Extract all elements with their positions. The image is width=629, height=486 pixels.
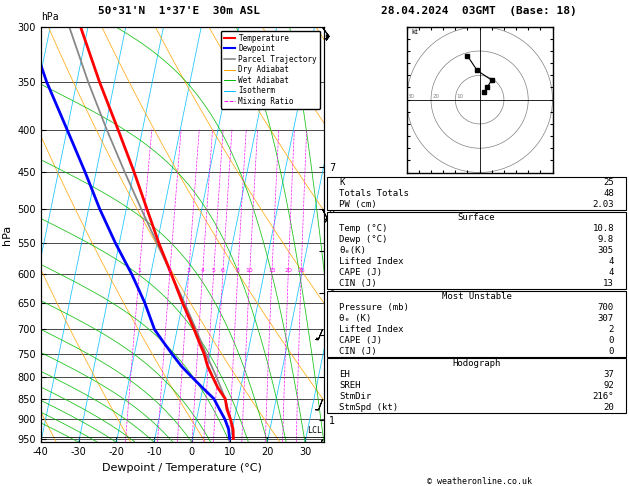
Text: StmDir: StmDir [339, 392, 371, 401]
Text: LCL: LCL [307, 426, 322, 435]
Text: 2.03: 2.03 [593, 200, 614, 209]
Text: StmSpd (kt): StmSpd (kt) [339, 403, 398, 413]
Text: 37: 37 [603, 370, 614, 380]
Text: K: K [339, 178, 345, 188]
Text: 2: 2 [608, 325, 614, 334]
Text: 25: 25 [603, 178, 614, 188]
Text: CAPE (J): CAPE (J) [339, 336, 382, 345]
Text: kt: kt [411, 29, 418, 35]
Y-axis label: km
ASL: km ASL [351, 224, 369, 245]
Text: 216°: 216° [593, 392, 614, 401]
Text: 1: 1 [137, 268, 141, 274]
Text: 28.04.2024  03GMT  (Base: 18): 28.04.2024 03GMT (Base: 18) [381, 5, 577, 16]
Text: SREH: SREH [339, 382, 360, 390]
Text: 4: 4 [608, 257, 614, 266]
Text: 9.8: 9.8 [598, 235, 614, 244]
Bar [327, 212, 626, 289]
Text: 13: 13 [603, 279, 614, 288]
Text: 15: 15 [268, 268, 276, 274]
Text: EH: EH [339, 370, 350, 380]
Text: Lifted Index: Lifted Index [339, 325, 404, 334]
Text: θₑ(K): θₑ(K) [339, 246, 366, 255]
Text: Hodograph: Hodograph [452, 359, 501, 368]
Text: 30: 30 [408, 94, 415, 100]
Bar [327, 177, 626, 210]
Text: 8: 8 [236, 268, 240, 274]
Text: Lifted Index: Lifted Index [339, 257, 404, 266]
Text: 10.8: 10.8 [593, 224, 614, 233]
Text: 700: 700 [598, 303, 614, 312]
Text: 25: 25 [298, 268, 305, 274]
Text: Surface: Surface [458, 213, 495, 222]
Text: 0: 0 [608, 336, 614, 345]
Text: CIN (J): CIN (J) [339, 347, 377, 356]
Text: Temp (°C): Temp (°C) [339, 224, 387, 233]
Bar [327, 291, 626, 357]
Text: Totals Totals: Totals Totals [339, 190, 409, 198]
Text: CAPE (J): CAPE (J) [339, 268, 382, 277]
Text: 20: 20 [432, 94, 439, 100]
Text: Most Unstable: Most Unstable [442, 292, 511, 301]
Text: 92: 92 [603, 382, 614, 390]
Text: 307: 307 [598, 314, 614, 323]
Text: PW (cm): PW (cm) [339, 200, 377, 209]
Text: 4: 4 [608, 268, 614, 277]
Text: 10: 10 [246, 268, 253, 274]
Y-axis label: hPa: hPa [2, 225, 12, 244]
Text: θₑ (K): θₑ (K) [339, 314, 371, 323]
Text: 0: 0 [608, 347, 614, 356]
Text: CIN (J): CIN (J) [339, 279, 377, 288]
Text: Pressure (mb): Pressure (mb) [339, 303, 409, 312]
Legend: Temperature, Dewpoint, Parcel Trajectory, Dry Adiabat, Wet Adiabat, Isotherm, Mi: Temperature, Dewpoint, Parcel Trajectory… [221, 31, 320, 109]
Bar [327, 358, 626, 414]
Text: 5: 5 [212, 268, 216, 274]
Text: 4: 4 [201, 268, 204, 274]
Text: 20: 20 [603, 403, 614, 413]
X-axis label: Dewpoint / Temperature (°C): Dewpoint / Temperature (°C) [103, 463, 262, 473]
Text: 20: 20 [284, 268, 292, 274]
Text: © weatheronline.co.uk: © weatheronline.co.uk [427, 477, 532, 486]
Text: 6: 6 [221, 268, 225, 274]
Text: 10: 10 [457, 94, 464, 100]
Text: 2: 2 [168, 268, 172, 274]
Text: Dewp (°C): Dewp (°C) [339, 235, 387, 244]
Text: 50°31'N  1°37'E  30m ASL: 50°31'N 1°37'E 30m ASL [98, 5, 260, 16]
Text: hPa: hPa [41, 12, 58, 22]
Text: 3: 3 [187, 268, 191, 274]
Text: 48: 48 [603, 190, 614, 198]
Text: 305: 305 [598, 246, 614, 255]
